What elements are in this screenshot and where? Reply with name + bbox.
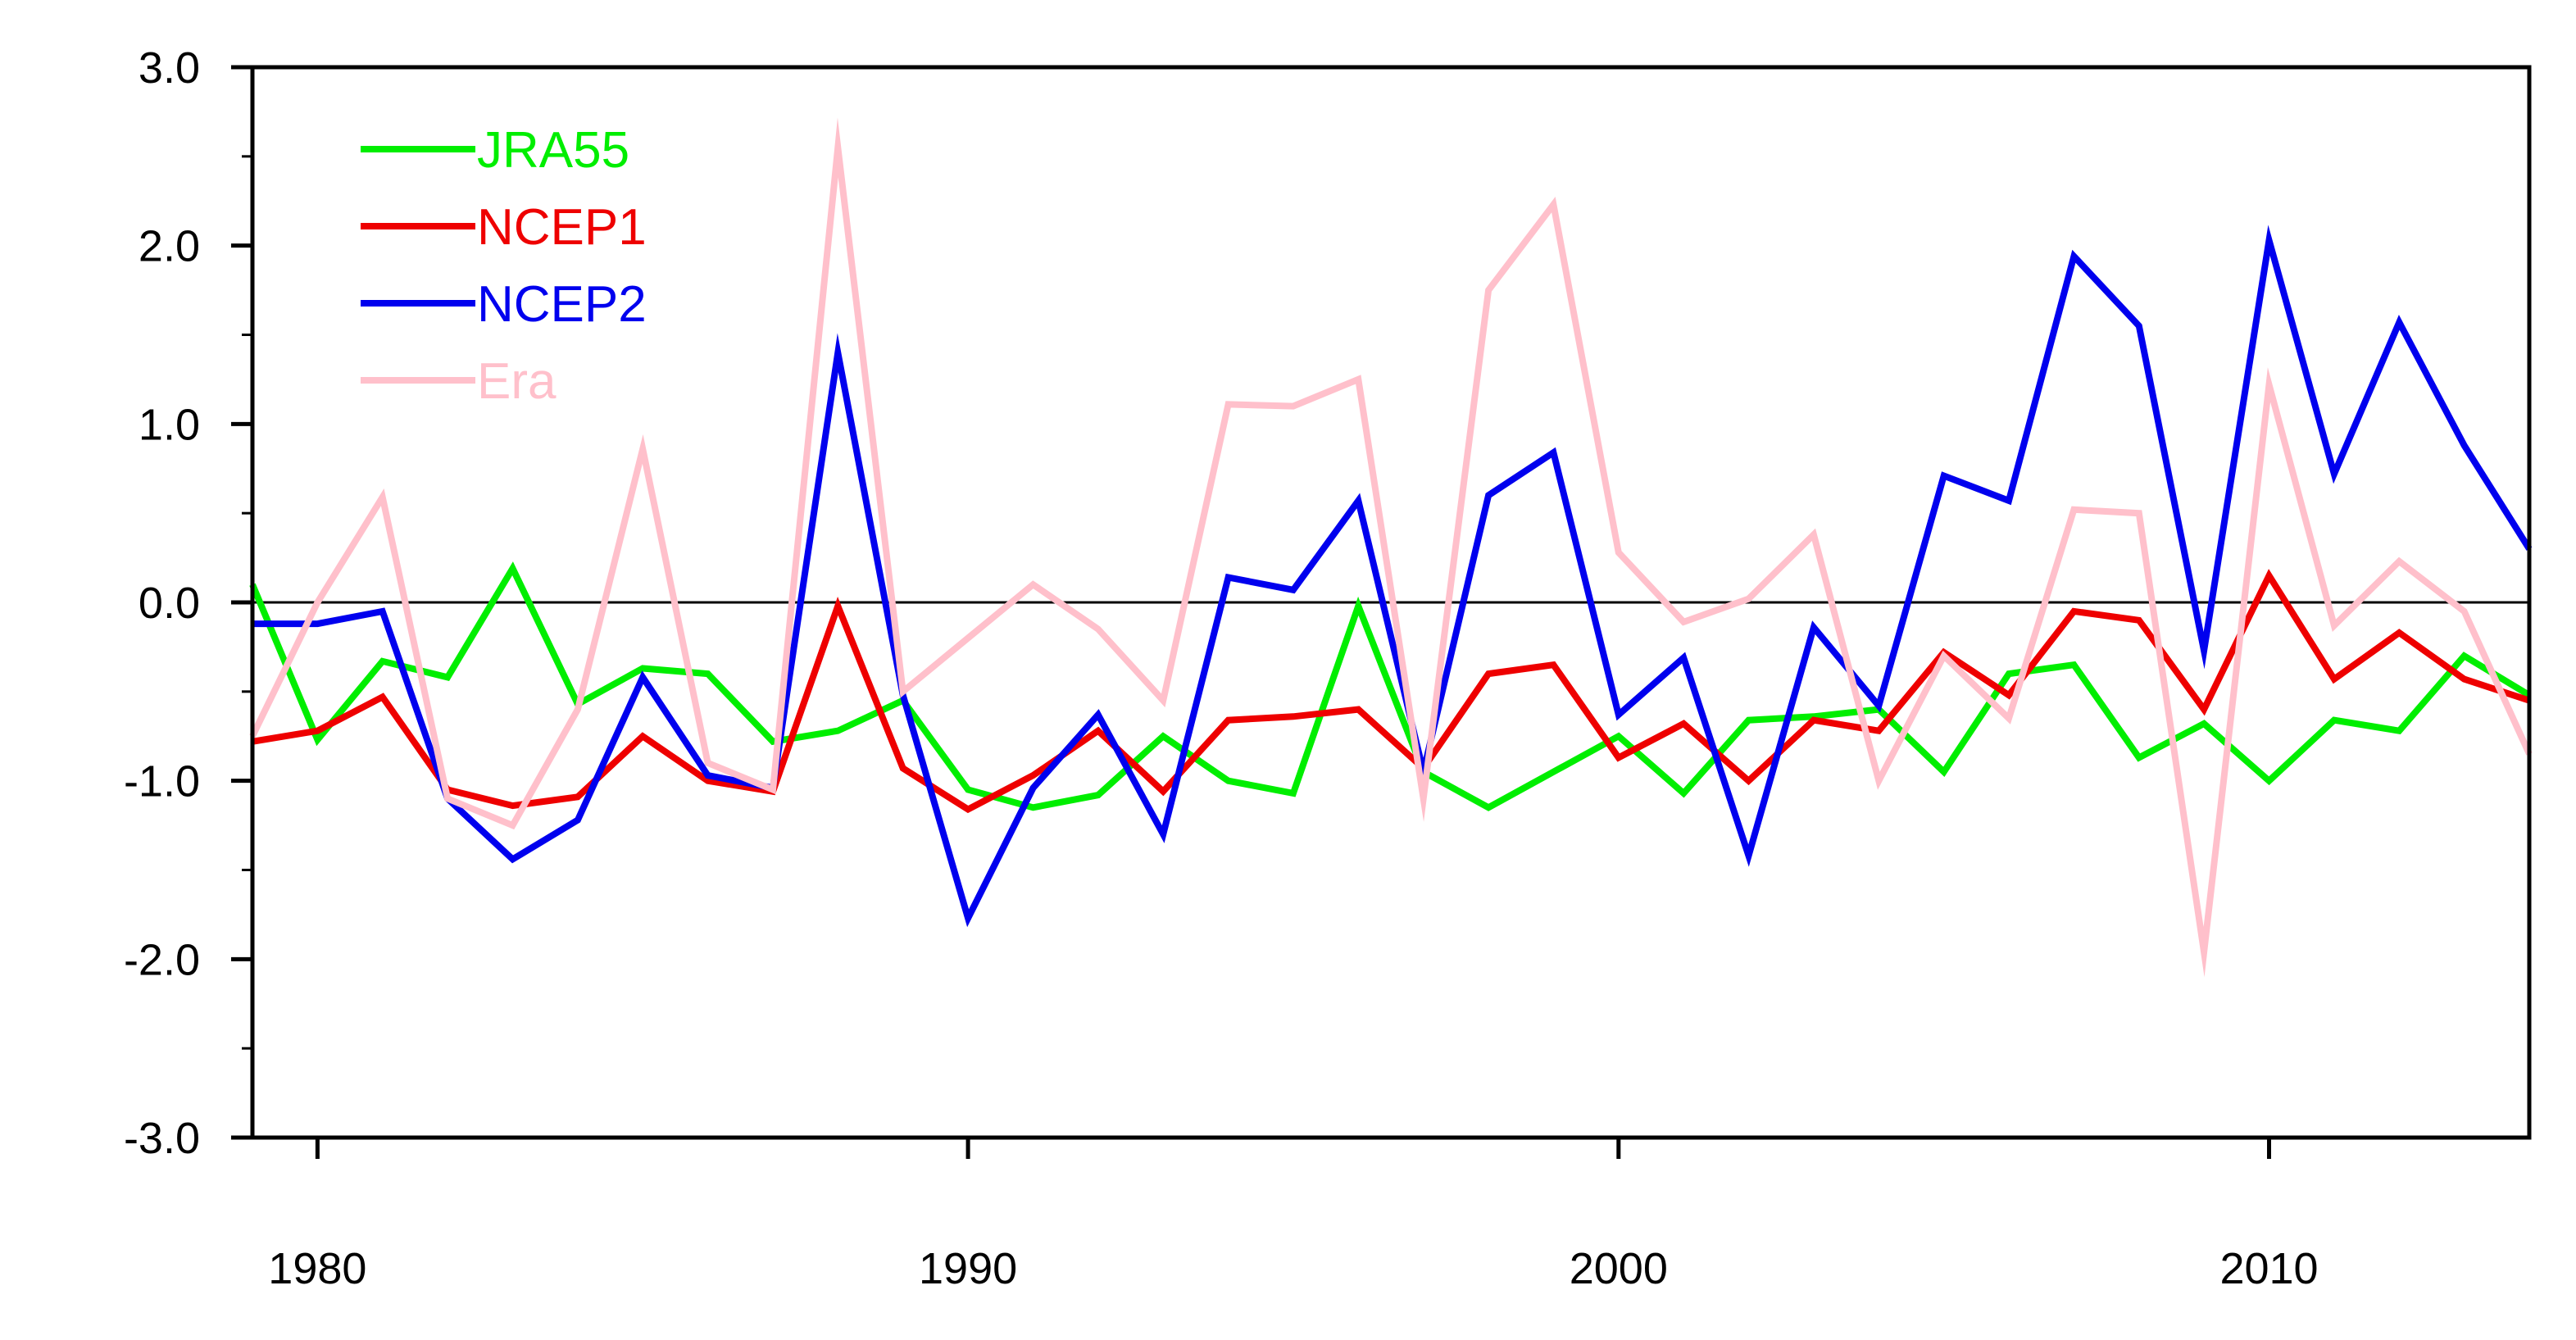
- series-line-ncep1: [252, 569, 2531, 814]
- x-tick-label: 1990: [919, 1244, 1017, 1293]
- y-tick-label: 0.0: [139, 579, 200, 628]
- x-tick-label: 1980: [268, 1244, 366, 1293]
- series-line-ncep2: [252, 225, 2533, 928]
- series-line-jra55: [249, 561, 2532, 811]
- y-tick-label: 2.0: [139, 222, 200, 271]
- y-tick-label: -1.0: [124, 757, 200, 806]
- legend: JRA55 NCEP1 NCEP2 Era: [361, 122, 647, 410]
- y-tick-label: -2.0: [124, 935, 200, 984]
- legend-label-era: Era: [477, 353, 557, 410]
- y-tick-label: -3.0: [124, 1114, 200, 1163]
- series-group: [249, 117, 2533, 978]
- legend-label-jra55: JRA55: [477, 122, 629, 179]
- x-axis: 1980 1990 2000 2010: [268, 1138, 2319, 1293]
- legend-label-ncep1: NCEP1: [477, 199, 647, 256]
- y-axis: 3.0 2.0 1.0 0.0 -1.0 -2.0 -3.0: [124, 43, 252, 1163]
- x-tick-label: 2010: [2219, 1244, 2318, 1293]
- series-line-era: [249, 117, 2533, 978]
- y-tick-label: 3.0: [139, 43, 200, 93]
- y-tick-label: 1.0: [139, 400, 200, 449]
- legend-label-ncep2: NCEP2: [477, 276, 647, 333]
- x-tick-label: 2000: [1570, 1244, 1668, 1293]
